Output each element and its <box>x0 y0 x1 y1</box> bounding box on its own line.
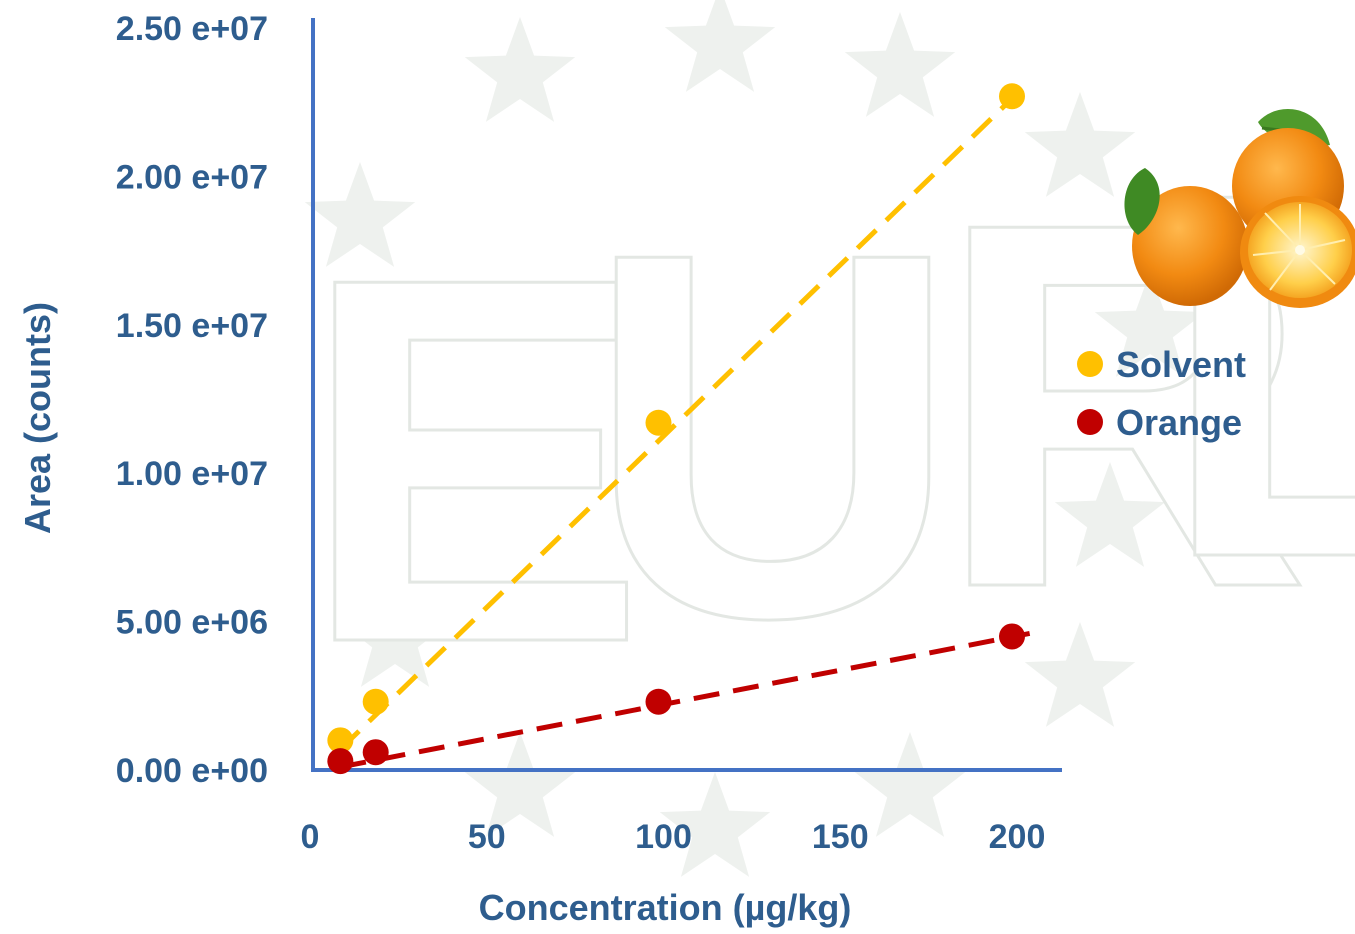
legend: Solvent Orange <box>1077 344 1246 443</box>
orange-data-point <box>645 688 672 715</box>
star-icon <box>664 0 776 92</box>
star-icon <box>1094 272 1206 377</box>
x-tick-label: 100 <box>635 818 692 856</box>
eu-stars-watermark: E U R L <box>299 0 1355 877</box>
legend-label-orange: Orange <box>1116 402 1242 443</box>
orange-fruit-icon <box>1132 186 1248 306</box>
x-tick-label: 200 <box>989 818 1046 856</box>
star-icon <box>844 12 956 117</box>
solvent-data-point <box>999 83 1025 110</box>
orange-data-point <box>327 748 354 775</box>
y-tick-label: 0.00 e+00 <box>116 752 268 790</box>
data-points <box>327 83 1025 775</box>
star-icon <box>659 772 771 877</box>
x-tick-labels: 0 50 100 150 200 <box>301 818 1046 856</box>
y-tick-label: 2.00 e+07 <box>116 158 268 196</box>
leaf-icon <box>1124 168 1160 235</box>
oranges-picture <box>1124 109 1355 308</box>
watermark-letter-u: U <box>585 145 961 726</box>
x-tick-label: 150 <box>812 818 869 856</box>
orange-data-point <box>362 739 389 766</box>
solvent-data-point <box>362 688 389 715</box>
y-tick-label: 1.00 e+07 <box>116 455 268 493</box>
orange-data-point <box>999 623 1025 650</box>
y-tick-label: 1.50 e+07 <box>116 307 268 345</box>
star-icon <box>339 582 451 687</box>
legend-marker-solvent <box>1077 351 1103 377</box>
star-icon <box>1024 92 1136 197</box>
y-tick-labels: 0.00 e+00 5.00 e+06 1.00 e+07 1.50 e+07 2.00… <box>116 10 268 790</box>
star-icon <box>1024 622 1136 727</box>
star-icon <box>464 732 576 837</box>
star-icon <box>304 162 416 267</box>
y-axis-title: Area (counts) <box>17 302 58 534</box>
x-tick-label: 50 <box>468 818 506 856</box>
legend-marker-orange <box>1077 409 1103 435</box>
orange-trendline <box>339 631 1031 770</box>
solvent-data-point <box>645 409 672 436</box>
solvent-data-point <box>327 727 354 754</box>
star-icon <box>854 732 966 837</box>
y-tick-label: 5.00 e+06 <box>116 604 268 642</box>
x-axis-title: Concentration (µg/kg) <box>479 887 852 928</box>
star-icon <box>464 17 576 122</box>
y-tick-label: 2.50 e+07 <box>116 10 268 48</box>
legend-label-solvent: Solvent <box>1116 344 1246 385</box>
watermark-letter-e: E <box>300 170 647 751</box>
star-icon <box>1054 462 1166 567</box>
trendlines <box>338 79 1032 770</box>
x-tick-label: 0 <box>301 818 320 856</box>
